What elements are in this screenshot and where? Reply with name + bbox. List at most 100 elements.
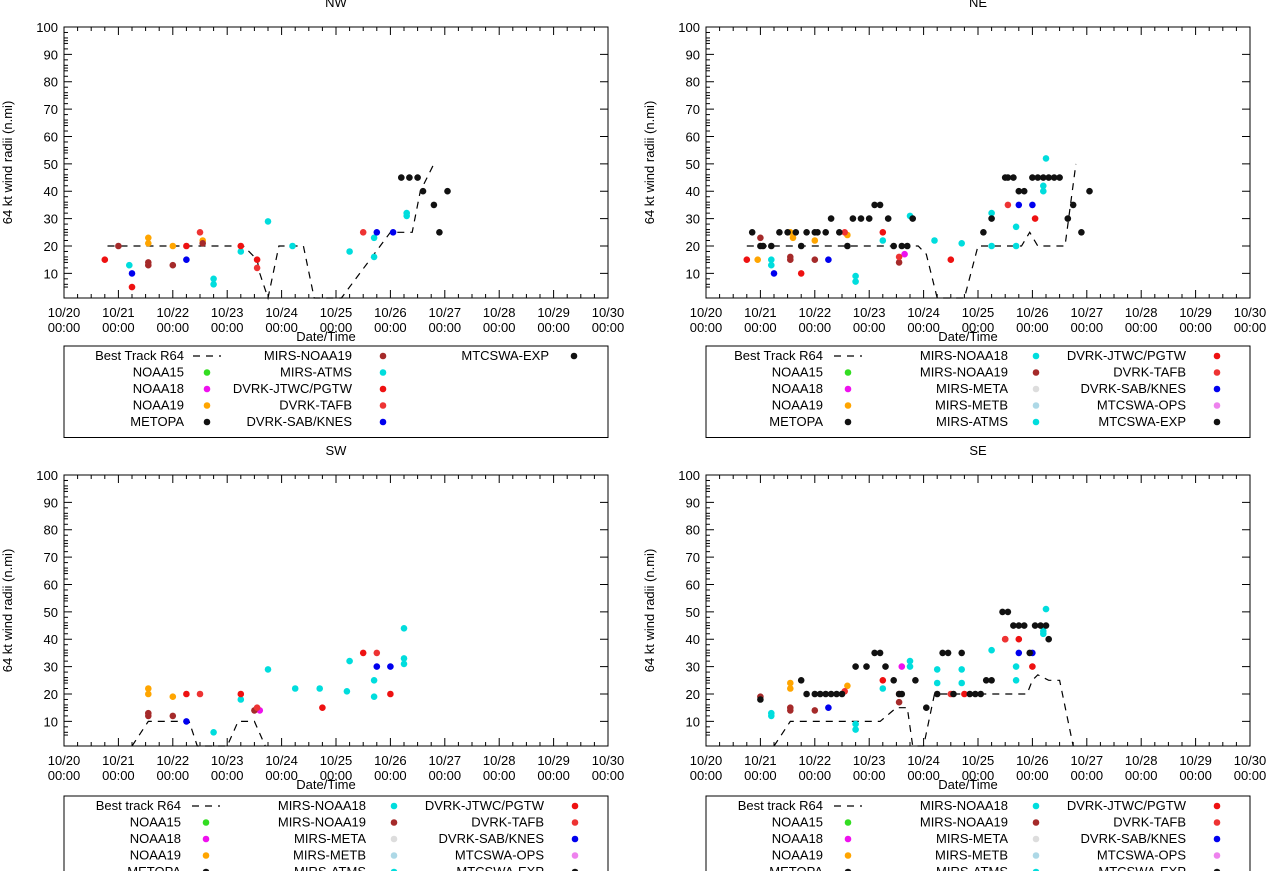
legend-marker xyxy=(379,352,387,360)
data-point xyxy=(898,242,906,250)
data-point xyxy=(1010,174,1017,181)
x-tick-date: 10/22 xyxy=(157,753,190,768)
data-point xyxy=(838,690,846,698)
x-tick-time: 00:00 xyxy=(102,320,135,335)
legend-label: MTCSWA-EXP xyxy=(1098,414,1186,429)
data-point xyxy=(871,649,878,657)
data-point xyxy=(890,677,897,684)
legend-label: MIRS-META xyxy=(294,831,366,846)
y-axis-title: 64 kt wind radii (n.mi) xyxy=(642,101,657,225)
data-point xyxy=(811,256,819,264)
panel-title: NE xyxy=(969,0,987,10)
data-point xyxy=(1004,608,1012,616)
data-point xyxy=(1040,182,1047,190)
data-point xyxy=(933,690,941,698)
data-point xyxy=(1029,201,1036,209)
x-tick-date: 10/26 xyxy=(1016,305,1049,320)
data-point xyxy=(145,685,152,692)
legend-marker xyxy=(1032,802,1040,810)
legend-marker xyxy=(1032,819,1040,826)
x-tick-date: 10/24 xyxy=(265,753,298,768)
y-axis: 10 20 30 40 50 60 70 80 90 100 xyxy=(678,468,1250,736)
legend-label: DVRK-TAFB xyxy=(1113,365,1186,380)
data-point xyxy=(346,657,353,665)
y-tick-label: 90 xyxy=(44,495,58,510)
data-point xyxy=(768,709,775,717)
legend-label: DVRK-TAFB xyxy=(1113,815,1186,830)
y-tick-label: 10 xyxy=(686,714,700,729)
series-noaa19 xyxy=(787,679,851,692)
legend-label: NOAA15 xyxy=(772,815,823,830)
y-tick-label: 10 xyxy=(44,266,58,281)
data-point xyxy=(879,685,887,692)
x-tick-date: 10/24 xyxy=(907,753,940,768)
y-tick-label: 70 xyxy=(44,550,58,565)
x-tick-time: 00:00 xyxy=(799,768,832,783)
data-point xyxy=(237,690,245,698)
data-point xyxy=(787,679,794,687)
data-point xyxy=(400,660,408,668)
legend-label: NOAA18 xyxy=(133,381,184,396)
x-tick-date: 10/29 xyxy=(537,753,570,768)
y-tick-label: 20 xyxy=(686,239,700,254)
x-tick-date: 10/27 xyxy=(1071,305,1104,320)
legend-marker xyxy=(202,835,210,843)
legend-marker xyxy=(1032,835,1040,843)
x-tick-date: 10/21 xyxy=(744,753,777,768)
y-tick-label: 50 xyxy=(686,605,700,620)
legend-marker xyxy=(844,418,852,426)
data-point xyxy=(1015,635,1023,643)
data-point xyxy=(403,209,411,217)
legend-label: DVRK-SAB/KNES xyxy=(1081,381,1187,396)
x-tick-time: 00:00 xyxy=(592,320,625,335)
legend-marker xyxy=(203,402,211,409)
y-tick-label: 20 xyxy=(44,239,58,254)
data-point xyxy=(359,649,367,657)
data-point xyxy=(1042,155,1050,162)
legend-label: NOAA19 xyxy=(133,398,184,413)
x-tick-time: 00:00 xyxy=(744,768,777,783)
legend-marker xyxy=(203,385,211,393)
series-dvrk-jtwc-pgtw xyxy=(879,635,1036,698)
data-point xyxy=(1012,663,1020,670)
x-tick-time: 00:00 xyxy=(211,768,244,783)
y-tick-label: 90 xyxy=(686,47,700,62)
legend-marker xyxy=(844,868,852,871)
x-tick-time: 00:00 xyxy=(1125,768,1158,783)
x-tick-time: 00:00 xyxy=(690,320,723,335)
series-mirs-atms xyxy=(210,625,408,736)
data-point xyxy=(966,690,974,698)
data-point xyxy=(931,237,938,244)
data-point xyxy=(988,677,995,684)
data-point xyxy=(183,256,190,264)
x-tick-date: 10/29 xyxy=(1179,305,1212,320)
series-mirs-noaa19 xyxy=(757,234,903,266)
data-point xyxy=(1012,242,1020,250)
x-tick-date: 10/20 xyxy=(690,753,723,768)
panel-se: SE10203040506070809010010/2000:0010/2100… xyxy=(642,443,1266,871)
y-tick-label: 30 xyxy=(44,212,58,227)
x-tick-time: 00:00 xyxy=(320,320,353,335)
legend-marker xyxy=(1032,369,1040,376)
data-point xyxy=(444,187,451,195)
data-point xyxy=(237,248,245,255)
legend-label: MIRS-ATMS xyxy=(936,414,1008,429)
x-tick-time: 00:00 xyxy=(265,320,298,335)
data-point xyxy=(199,240,206,247)
plot-frame xyxy=(705,474,1251,747)
data-point xyxy=(1040,627,1047,635)
y-tick-label: 40 xyxy=(686,184,700,199)
series-dvrk-tafb xyxy=(841,201,1012,261)
data-point xyxy=(1015,622,1023,629)
series-mtcswa-exp xyxy=(748,174,1093,250)
legend-label: NOAA15 xyxy=(133,365,184,380)
y-tick-label: 40 xyxy=(44,184,58,199)
data-point xyxy=(852,720,859,728)
legend-label: METOPA xyxy=(130,414,184,429)
data-point xyxy=(115,242,122,250)
x-tick-time: 00:00 xyxy=(157,320,190,335)
data-point xyxy=(797,270,805,277)
legend-box xyxy=(63,795,609,871)
